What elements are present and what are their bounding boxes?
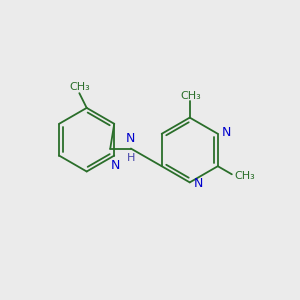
Text: H: H	[127, 153, 135, 163]
Text: CH₃: CH₃	[234, 171, 255, 181]
Text: N: N	[126, 132, 136, 145]
Text: N: N	[111, 159, 120, 172]
Text: N: N	[222, 126, 231, 139]
Text: N: N	[194, 177, 203, 190]
Text: CH₃: CH₃	[180, 91, 201, 100]
Text: CH₃: CH₃	[69, 82, 90, 92]
